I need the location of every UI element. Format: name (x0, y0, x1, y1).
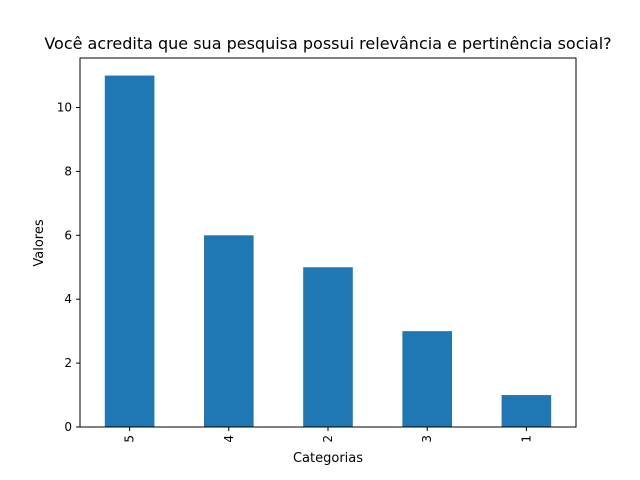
y-tick-label: 6 (64, 228, 72, 242)
x-axis-ticks: 5 4 2 3 1 (123, 427, 533, 443)
x-tick-label: 4 (222, 435, 236, 443)
y-axis-label: Valores (32, 219, 47, 266)
bar-3 (402, 331, 452, 427)
y-tick-label: 4 (64, 292, 72, 306)
x-tick-label: 5 (123, 435, 137, 443)
bar-5 (104, 75, 155, 428)
bar-4 (204, 235, 254, 427)
plot-area-frame (79, 57, 577, 428)
y-tick-label: 8 (64, 164, 72, 178)
chart-title: Você acredita que sua pesquisa possui re… (44, 34, 611, 53)
bars-group (104, 75, 552, 428)
x-tick-label: 2 (321, 435, 335, 443)
x-tick-label: 3 (420, 435, 434, 443)
bar-1 (501, 395, 552, 427)
y-tick-label: 10 (57, 101, 72, 115)
x-axis-label: Categorias (293, 451, 363, 466)
bar-2 (303, 267, 353, 427)
x-tick-label: 1 (519, 435, 533, 443)
y-tick-label: 2 (64, 356, 72, 370)
y-axis-ticks: 0 2 4 6 8 10 (57, 101, 80, 434)
y-tick-label: 0 (64, 420, 72, 434)
